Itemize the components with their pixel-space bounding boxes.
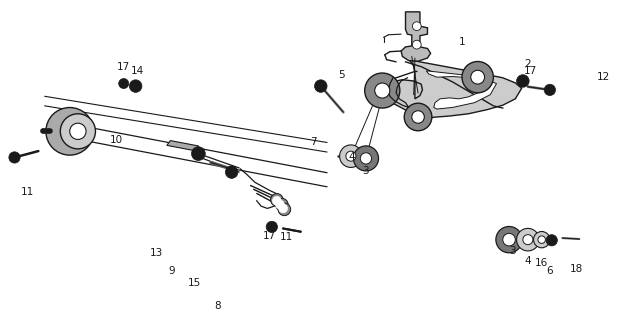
Ellipse shape xyxy=(413,22,421,31)
Text: 17: 17 xyxy=(263,231,276,241)
Ellipse shape xyxy=(546,235,557,246)
Text: 12: 12 xyxy=(596,72,610,82)
Text: 7: 7 xyxy=(310,138,316,148)
Ellipse shape xyxy=(225,166,238,178)
Ellipse shape xyxy=(272,196,281,205)
Text: 3: 3 xyxy=(363,166,369,176)
Text: 1: 1 xyxy=(459,37,465,47)
Ellipse shape xyxy=(191,147,205,161)
Ellipse shape xyxy=(276,200,284,209)
Text: 13: 13 xyxy=(150,248,163,258)
Ellipse shape xyxy=(365,73,400,108)
Ellipse shape xyxy=(340,145,362,167)
Ellipse shape xyxy=(533,231,550,248)
Ellipse shape xyxy=(119,78,129,89)
Text: 18: 18 xyxy=(571,264,584,274)
Ellipse shape xyxy=(375,83,390,98)
Text: 5: 5 xyxy=(338,70,345,80)
Text: 16: 16 xyxy=(535,258,548,268)
Ellipse shape xyxy=(46,108,94,155)
Text: 14: 14 xyxy=(131,67,144,76)
Ellipse shape xyxy=(470,70,484,84)
Ellipse shape xyxy=(9,152,20,163)
Ellipse shape xyxy=(496,227,522,253)
Ellipse shape xyxy=(270,194,283,206)
Text: 11: 11 xyxy=(20,188,34,197)
Text: 4: 4 xyxy=(525,256,532,266)
Text: 9: 9 xyxy=(168,266,175,276)
Ellipse shape xyxy=(538,236,545,244)
Polygon shape xyxy=(426,71,496,109)
Polygon shape xyxy=(167,140,199,151)
Ellipse shape xyxy=(346,151,356,161)
Ellipse shape xyxy=(353,146,379,171)
Ellipse shape xyxy=(279,204,287,213)
Text: 2: 2 xyxy=(525,60,532,69)
Polygon shape xyxy=(401,12,431,61)
Text: 8: 8 xyxy=(214,301,221,311)
Text: 3: 3 xyxy=(509,246,516,256)
Polygon shape xyxy=(384,60,521,118)
Ellipse shape xyxy=(130,80,142,92)
Text: 10: 10 xyxy=(110,135,123,145)
Ellipse shape xyxy=(516,75,529,87)
Ellipse shape xyxy=(412,111,425,123)
Text: 11: 11 xyxy=(280,232,293,242)
Text: 15: 15 xyxy=(187,278,201,288)
Text: 6: 6 xyxy=(546,266,552,276)
Ellipse shape xyxy=(360,153,372,164)
Ellipse shape xyxy=(523,235,533,245)
Ellipse shape xyxy=(276,198,288,211)
Ellipse shape xyxy=(314,80,327,92)
Ellipse shape xyxy=(266,221,277,233)
Ellipse shape xyxy=(544,84,555,96)
Ellipse shape xyxy=(278,203,291,216)
Ellipse shape xyxy=(60,114,96,149)
Ellipse shape xyxy=(70,123,86,140)
Text: 17: 17 xyxy=(117,62,130,72)
Ellipse shape xyxy=(404,103,432,131)
Text: 4: 4 xyxy=(349,152,355,163)
Ellipse shape xyxy=(462,61,493,93)
Ellipse shape xyxy=(413,40,421,49)
Text: 17: 17 xyxy=(524,67,537,76)
Ellipse shape xyxy=(503,233,515,246)
Ellipse shape xyxy=(516,228,539,251)
